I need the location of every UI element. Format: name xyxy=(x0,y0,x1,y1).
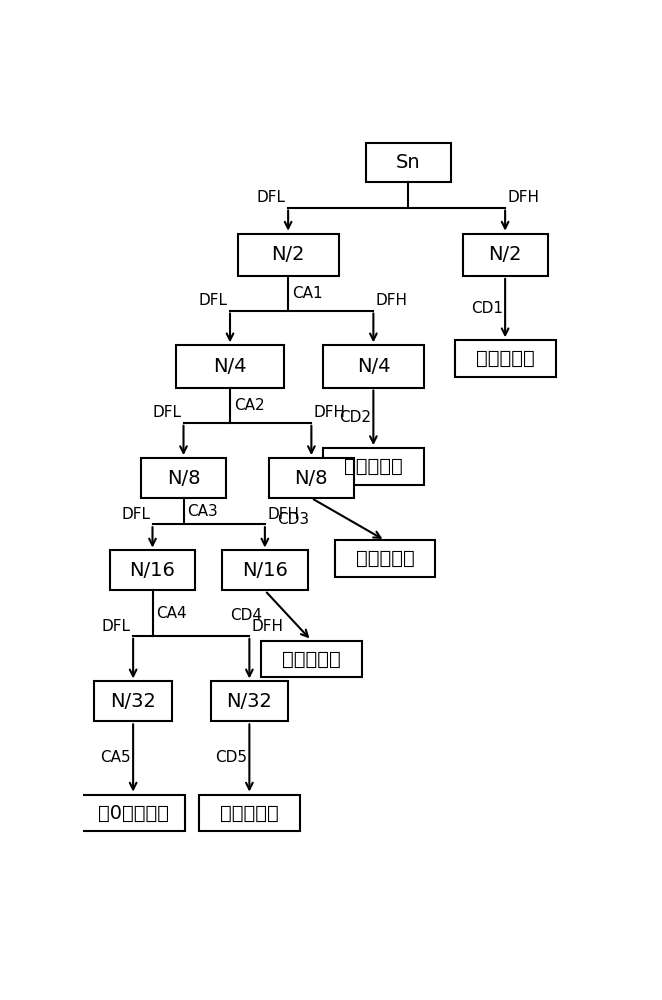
Bar xyxy=(222,550,308,590)
Bar xyxy=(199,795,300,831)
Text: DFH: DFH xyxy=(376,293,408,308)
Text: CD4: CD4 xyxy=(230,608,263,623)
Text: N/4: N/4 xyxy=(213,357,247,376)
Text: N/16: N/16 xyxy=(242,561,288,580)
Bar xyxy=(463,234,547,276)
Bar xyxy=(365,143,451,182)
Text: N/32: N/32 xyxy=(226,692,272,711)
Text: DFL: DFL xyxy=(102,619,131,634)
Bar xyxy=(141,458,226,498)
Bar xyxy=(323,345,424,388)
Text: CA4: CA4 xyxy=(156,606,187,621)
Text: DFH: DFH xyxy=(267,507,299,522)
Text: N/4: N/4 xyxy=(357,357,390,376)
Text: N/2: N/2 xyxy=(271,245,305,264)
Bar xyxy=(211,681,288,721)
Bar xyxy=(110,550,195,590)
Bar xyxy=(95,681,172,721)
Text: N/32: N/32 xyxy=(110,692,156,711)
Text: Sn: Sn xyxy=(396,153,420,172)
Text: CA2: CA2 xyxy=(234,398,265,413)
Text: CD2: CD2 xyxy=(339,410,371,425)
Text: DFH: DFH xyxy=(508,190,540,205)
Text: N/16: N/16 xyxy=(130,561,175,580)
Text: CD5: CD5 xyxy=(215,750,247,765)
Text: CA1: CA1 xyxy=(292,286,322,301)
Text: 信噪比计算: 信噪比计算 xyxy=(476,349,534,368)
Bar xyxy=(269,458,354,498)
Text: 信噪比计算: 信噪比计算 xyxy=(282,650,341,668)
Bar xyxy=(455,340,555,377)
Text: N/8: N/8 xyxy=(295,469,328,488)
Text: CD3: CD3 xyxy=(277,512,309,527)
Text: N/8: N/8 xyxy=(167,469,200,488)
Text: CD1: CD1 xyxy=(471,301,503,316)
Text: 信噪比计算: 信噪比计算 xyxy=(355,549,414,568)
Text: CA5: CA5 xyxy=(100,750,131,765)
Text: DFH: DFH xyxy=(314,405,346,420)
Text: DFH: DFH xyxy=(252,619,284,634)
Bar xyxy=(261,641,361,677)
Text: DFL: DFL xyxy=(152,405,181,420)
Text: CA3: CA3 xyxy=(187,504,218,519)
Bar xyxy=(334,540,436,577)
Bar xyxy=(238,234,338,276)
Text: DFL: DFL xyxy=(199,293,228,308)
Text: N/2: N/2 xyxy=(489,245,522,264)
Bar xyxy=(81,795,185,831)
Text: 信噪比计算: 信噪比计算 xyxy=(220,804,279,822)
Bar xyxy=(323,448,424,485)
Text: DFL: DFL xyxy=(121,507,150,522)
Bar xyxy=(175,345,284,388)
Text: 信噪比计算: 信噪比计算 xyxy=(344,457,402,476)
Text: DFL: DFL xyxy=(257,190,286,205)
Text: 衰0，去基线: 衰0，去基线 xyxy=(97,804,169,822)
